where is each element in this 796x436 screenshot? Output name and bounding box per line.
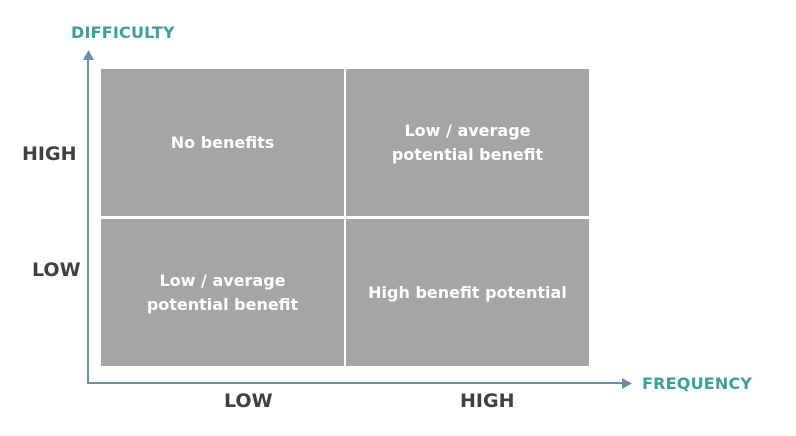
quadrant-bottom-left: Low / average potential benefit [101, 219, 344, 366]
quadrant-top-left: No benefits [101, 69, 344, 216]
y-tick-low: LOW [32, 259, 81, 281]
y-axis-title: DIFFICULTY [71, 23, 175, 42]
quadrant-label: No benefits [170, 132, 275, 152]
quadrant-bottom-right: High benefit potential [346, 219, 589, 366]
x-tick-high: HIGH [460, 390, 515, 412]
x-axis-arrow-icon [622, 378, 632, 389]
y-tick-high: HIGH [22, 143, 77, 165]
x-axis-title: FREQUENCY [642, 374, 753, 393]
quadrant-label: Low / average potential benefit [391, 120, 544, 164]
x-axis-line [87, 382, 623, 384]
quadrant-label: Low / average potential benefit [146, 270, 299, 314]
quadrant-top-right: Low / average potential benefit [346, 69, 589, 216]
x-tick-low: LOW [224, 390, 273, 412]
quadrant-label: High benefit potential [368, 282, 567, 302]
y-axis-arrow-icon [83, 50, 94, 60]
y-axis-line [87, 58, 89, 384]
